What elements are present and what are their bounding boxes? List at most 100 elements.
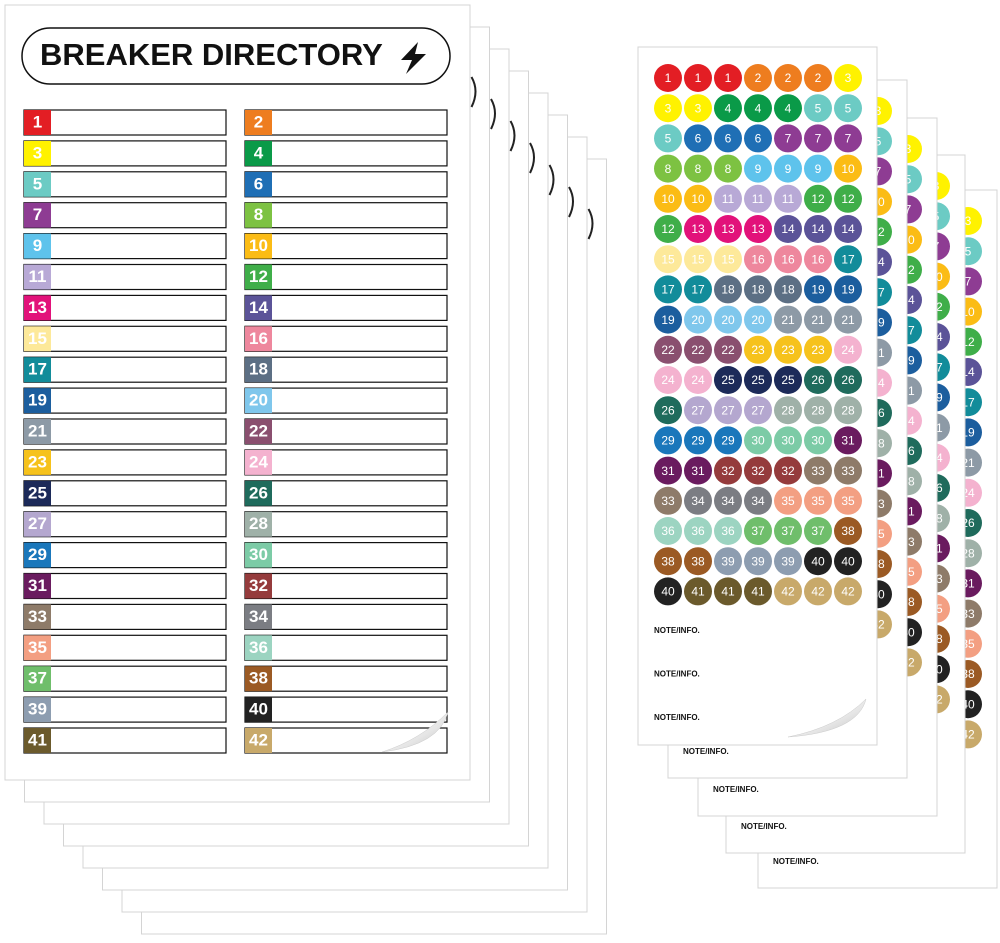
sticker-number: 21: [841, 313, 855, 327]
number-swatch: [245, 388, 272, 414]
sticker-number: 22: [691, 343, 705, 357]
sticker: [834, 94, 862, 123]
sticker-number: 30: [781, 434, 795, 448]
sticker: [834, 184, 862, 213]
sticker-number: 36: [691, 524, 705, 538]
sticker: [834, 577, 862, 606]
sticker-number: 20: [691, 313, 705, 327]
sticker-number: 7: [785, 132, 792, 146]
sticker: [654, 154, 682, 183]
number-swatch: [245, 326, 272, 352]
number-swatch: [24, 264, 51, 290]
sticker-number: 23: [781, 343, 795, 357]
number-swatch: [24, 388, 51, 414]
number-swatch: [24, 233, 51, 259]
sticker-number: 21: [811, 313, 825, 327]
sticker-number: 19: [841, 283, 855, 297]
sticker-number: 7: [815, 132, 822, 146]
breaker-number: 15: [28, 329, 47, 348]
sticker-number: 32: [751, 464, 765, 478]
note-label: NOTE/INFO.: [654, 670, 700, 679]
number-swatch: [24, 449, 51, 475]
entry-box: [244, 541, 448, 569]
sticker-number: 38: [691, 554, 705, 568]
sticker-number: 11: [752, 192, 765, 206]
entry-box: [23, 511, 227, 538]
sticker-number: 15: [661, 252, 675, 266]
sticker-number: 34: [751, 494, 765, 508]
sticker: [834, 64, 862, 92]
sticker: [834, 335, 862, 364]
breaker-number: 1: [33, 112, 42, 131]
sticker: [684, 245, 712, 274]
sticker-number: 29: [721, 434, 735, 448]
entry-box: [244, 294, 448, 321]
entry-box: [23, 603, 227, 631]
sticker: [804, 426, 832, 455]
sticker-number: 5: [965, 244, 972, 258]
entry-box: [244, 171, 448, 198]
number-swatch: [24, 419, 51, 444]
sticker-number: 37: [781, 524, 795, 538]
sticker-number: 4: [725, 101, 732, 115]
sticker: [714, 215, 742, 243]
number-swatch: [245, 542, 272, 568]
sticker-number: 29: [691, 434, 705, 448]
sticker-number: 14: [811, 222, 825, 236]
sticker: [774, 547, 802, 576]
breaker-number: 14: [249, 298, 268, 317]
sticker-number: 13: [721, 222, 735, 236]
sticker-number: 24: [691, 373, 705, 387]
sticker: [654, 305, 682, 334]
sticker: [744, 335, 772, 364]
sticker-number: 9: [815, 162, 822, 176]
sticker-number: 10: [661, 192, 675, 206]
entry-box: [244, 202, 448, 229]
sticker-number: 15: [691, 252, 705, 266]
sticker-number: 1: [665, 71, 672, 85]
sticker: [744, 517, 772, 545]
number-swatch: [24, 511, 51, 537]
sticker-number: 8: [665, 162, 672, 176]
sticker: [744, 305, 772, 334]
sticker-number: 37: [751, 524, 765, 538]
sticker: [744, 486, 772, 515]
sticker: [714, 547, 742, 576]
number-swatch: [24, 326, 51, 352]
sticker-number: 3: [845, 71, 852, 85]
sticker-number: 5: [815, 101, 822, 115]
number-swatch: [24, 573, 51, 599]
sticker: [714, 426, 742, 455]
breaker-number: 23: [28, 452, 47, 471]
sticker-number: 4: [785, 101, 792, 115]
sticker: [714, 275, 742, 304]
entry-box: [244, 418, 448, 445]
sticker: [654, 94, 682, 123]
sticker-number: 35: [841, 494, 855, 508]
sticker: [804, 456, 832, 485]
sticker: [654, 547, 682, 576]
note-label: NOTE/INFO.: [773, 857, 819, 866]
breaker-number: 42: [249, 730, 268, 749]
sticker-number: 12: [811, 192, 825, 206]
sticker: [834, 154, 862, 183]
sticker: [834, 517, 862, 545]
sticker: [804, 305, 832, 334]
sticker: [804, 486, 832, 515]
sticker-number: 28: [811, 403, 825, 417]
sticker-number: 14: [781, 222, 795, 236]
breaker-number: 16: [249, 329, 268, 348]
sticker-number: 3: [965, 214, 972, 228]
sticker: [714, 396, 742, 425]
breaker-number: 13: [28, 298, 47, 317]
sticker: [774, 305, 802, 334]
sticker: [804, 335, 832, 364]
sticker: [714, 245, 742, 274]
sticker: [684, 215, 712, 243]
breaker-number: 6: [254, 174, 263, 193]
sticker: [714, 335, 742, 364]
sticker-number: 36: [661, 524, 675, 538]
entry-box: [23, 233, 227, 260]
sticker: [834, 215, 862, 243]
